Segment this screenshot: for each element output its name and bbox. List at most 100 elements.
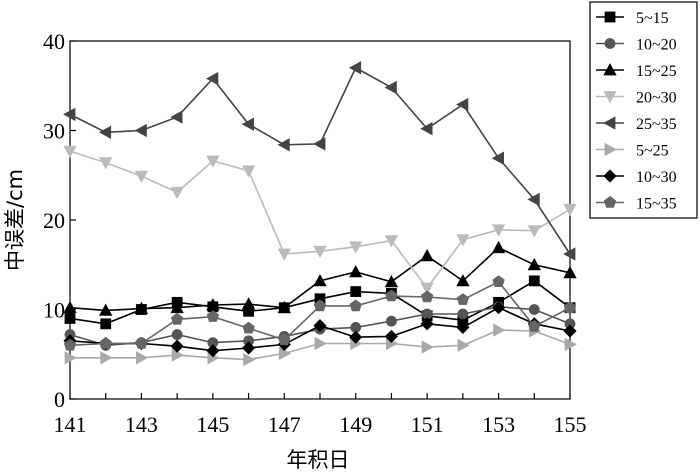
data-point <box>528 275 540 287</box>
data-point <box>313 137 326 151</box>
data-point <box>134 170 149 183</box>
data-point <box>242 341 256 355</box>
data-point <box>456 274 470 287</box>
data-point <box>134 301 149 315</box>
data-point <box>100 318 112 330</box>
data-point <box>457 338 470 352</box>
data-point <box>456 97 469 112</box>
x-tick-label: 143 <box>125 412 158 437</box>
data-point <box>278 333 291 346</box>
data-point <box>206 155 220 168</box>
data-point <box>350 286 362 298</box>
data-point <box>170 110 183 124</box>
data-point <box>420 248 434 262</box>
legend-item: 25~35 <box>596 116 677 133</box>
series-layer <box>63 61 577 367</box>
legend-label: 15~25 <box>636 63 677 80</box>
legend-label: 5~15 <box>636 10 669 27</box>
data-point <box>64 313 76 324</box>
x-tick-label: 147 <box>268 412 301 437</box>
data-point <box>134 123 147 138</box>
legend-marker <box>603 63 617 76</box>
data-point <box>456 293 470 305</box>
series-5 <box>63 61 576 261</box>
data-point <box>64 351 77 365</box>
data-point <box>386 315 397 327</box>
legend-label: 20~30 <box>636 90 677 107</box>
legend-marker <box>604 11 616 23</box>
legend-label: 25~35 <box>636 116 677 133</box>
data-point <box>492 275 505 288</box>
x-tick-label: 145 <box>196 412 229 437</box>
data-point <box>420 282 434 295</box>
data-point <box>206 298 220 311</box>
legend-marker <box>603 116 616 130</box>
data-point <box>384 80 397 95</box>
y-tick-label: 30 <box>43 119 65 144</box>
data-point <box>420 317 434 331</box>
data-point <box>63 338 77 351</box>
y-tick-label: 20 <box>43 208 65 233</box>
data-point <box>98 125 112 139</box>
data-point <box>564 337 577 352</box>
data-point <box>384 274 399 288</box>
data-point <box>206 310 220 322</box>
data-point <box>563 265 577 279</box>
data-point <box>456 320 470 334</box>
data-point <box>313 299 327 312</box>
data-point <box>135 337 148 349</box>
data-point <box>493 323 506 337</box>
x-tick-label: 149 <box>339 412 372 437</box>
data-point <box>313 319 327 333</box>
data-point <box>242 321 255 334</box>
data-point <box>277 248 291 261</box>
data-point <box>241 165 256 178</box>
data-point <box>563 324 577 338</box>
data-point <box>206 71 219 86</box>
legend-label: 5~25 <box>636 143 669 160</box>
data-point <box>313 245 327 259</box>
data-point <box>420 122 433 136</box>
legend-marker <box>603 91 617 104</box>
data-point <box>491 240 506 254</box>
legend-label: 10~20 <box>636 37 677 54</box>
x-tick-label: 141 <box>54 412 87 437</box>
legend-item: 15~25 <box>596 63 677 80</box>
data-point <box>170 312 184 325</box>
data-point <box>491 151 505 165</box>
series-6 <box>64 323 577 367</box>
data-point <box>384 235 399 248</box>
series-3 <box>63 240 577 316</box>
data-point <box>170 186 184 200</box>
data-point <box>491 224 506 237</box>
data-point <box>527 257 541 271</box>
data-point <box>241 117 255 131</box>
data-point <box>277 138 290 152</box>
data-point <box>420 290 434 303</box>
data-point <box>421 340 434 354</box>
data-point <box>563 247 576 261</box>
data-point <box>492 301 506 315</box>
data-point <box>206 344 220 358</box>
data-point <box>349 330 363 344</box>
legend-item: 5~25 <box>596 143 669 160</box>
legend-item: 10~20 <box>596 37 677 54</box>
data-point <box>99 303 113 316</box>
data-point <box>314 336 327 351</box>
legend-item: 20~30 <box>596 90 677 107</box>
data-point <box>563 301 577 314</box>
data-point <box>171 329 183 340</box>
data-point <box>384 329 398 343</box>
legend: 5~15 10~20 15~25 20~30 25~35 5~25 10~30 15~35 <box>589 1 698 219</box>
data-point <box>313 274 327 287</box>
x-axis-title: 年积日 <box>287 448 350 472</box>
legend-marker <box>603 169 617 183</box>
data-point <box>349 241 363 254</box>
x-tick-label: 153 <box>482 412 515 437</box>
legend-marker <box>604 142 617 157</box>
legend-item: 15~35 <box>596 196 677 213</box>
data-point <box>170 339 184 353</box>
data-point <box>63 300 77 314</box>
data-point <box>99 157 113 170</box>
